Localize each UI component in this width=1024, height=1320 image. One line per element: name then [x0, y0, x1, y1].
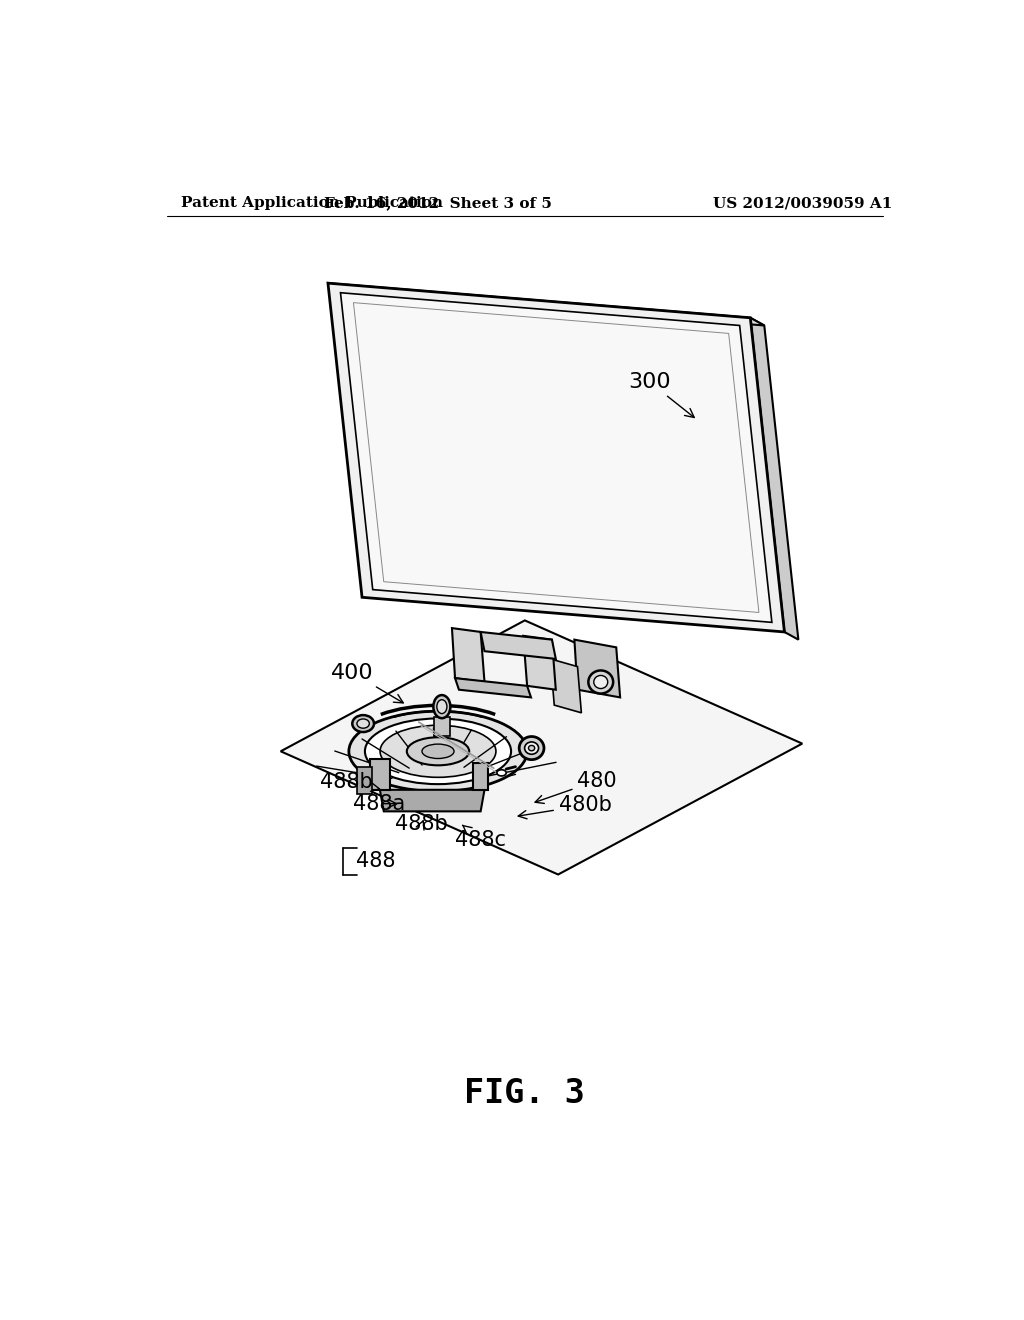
Text: Patent Application Publication: Patent Application Publication [180, 197, 442, 210]
Polygon shape [380, 789, 484, 812]
Text: 300: 300 [628, 372, 694, 417]
Text: 488a: 488a [352, 793, 406, 813]
Text: 480: 480 [536, 771, 617, 804]
Text: 488c: 488c [455, 825, 506, 850]
Ellipse shape [524, 742, 539, 754]
Polygon shape [455, 678, 531, 697]
Ellipse shape [422, 744, 454, 759]
Ellipse shape [519, 737, 544, 759]
Ellipse shape [349, 711, 527, 792]
Polygon shape [370, 759, 390, 789]
Ellipse shape [352, 715, 374, 733]
Text: Feb. 16, 2012  Sheet 3 of 5: Feb. 16, 2012 Sheet 3 of 5 [324, 197, 552, 210]
Text: 480b: 480b [518, 795, 611, 818]
Polygon shape [480, 632, 556, 659]
Polygon shape [356, 767, 372, 793]
Text: FIG. 3: FIG. 3 [465, 1077, 585, 1110]
Polygon shape [328, 284, 764, 326]
Polygon shape [328, 284, 784, 632]
Ellipse shape [365, 718, 511, 784]
Ellipse shape [380, 725, 496, 777]
Polygon shape [341, 293, 772, 622]
Ellipse shape [437, 700, 446, 714]
Polygon shape [452, 628, 484, 682]
Polygon shape [434, 717, 450, 737]
Text: 488b: 488b [321, 772, 380, 792]
Polygon shape [574, 640, 621, 697]
Ellipse shape [357, 719, 370, 729]
Polygon shape [751, 318, 799, 640]
Text: 488: 488 [356, 850, 395, 871]
Ellipse shape [594, 676, 607, 689]
Text: US 2012/0039059 A1: US 2012/0039059 A1 [713, 197, 892, 210]
Text: 400: 400 [331, 663, 403, 702]
Ellipse shape [433, 696, 451, 718]
Polygon shape [523, 636, 556, 689]
Polygon shape [473, 763, 488, 789]
Ellipse shape [589, 671, 613, 693]
Ellipse shape [407, 738, 469, 766]
Ellipse shape [497, 770, 506, 776]
Text: 488b: 488b [395, 814, 449, 834]
Ellipse shape [528, 746, 535, 751]
Polygon shape [550, 659, 582, 713]
Polygon shape [281, 620, 802, 875]
